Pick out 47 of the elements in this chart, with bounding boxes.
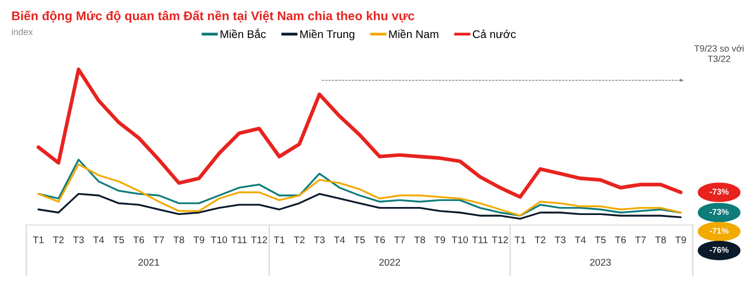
text: -76% — [710, 246, 729, 253]
chart-title: Biến động Mức độ quan tâm Đất nền tại Việt Nam chia theo khu vực — [12, 10, 414, 23]
text: 2023 — [590, 258, 611, 266]
x-tick-label: T5 — [354, 236, 365, 244]
x-tick-label: T7 — [394, 236, 405, 244]
text: 2021 — [138, 258, 160, 266]
legend-label: Miền Trung — [300, 29, 354, 40]
legend-label: Miền Nam — [389, 29, 438, 38]
x-tick-label: T10 — [210, 236, 228, 244]
x-tick-label: T3 — [554, 236, 566, 244]
legend-label: Cả nước — [472, 30, 516, 38]
x-tick-label: T5 — [113, 236, 124, 244]
x-tick-label: T9 — [194, 236, 204, 244]
text: 2022 — [379, 258, 400, 266]
x-tick-label: T6 — [374, 236, 385, 244]
text: T9/23 so với T3/22 — [694, 44, 744, 62]
x-tick-label: T2 — [534, 236, 546, 244]
x-tick-label: T8 — [173, 236, 184, 244]
x-tick-label: T9 — [675, 236, 686, 244]
x-tick-label: T11 — [472, 236, 488, 244]
x-tick-label: T6 — [133, 236, 144, 244]
x-tick-label: T4 — [93, 236, 104, 244]
x-tick-label: T1 — [274, 236, 284, 244]
x-tick-label: T9 — [434, 236, 446, 244]
x-tick-label: T11 — [231, 236, 247, 244]
x-tick-label: T10 — [452, 236, 468, 244]
x-tick-label: T7 — [153, 236, 164, 244]
x-tick-label: T2 — [53, 236, 64, 244]
text: -73% — [710, 208, 729, 215]
x-tick-label: T1 — [514, 236, 526, 244]
x-tick-label: T7 — [635, 236, 646, 244]
x-tick-label: T5 — [594, 236, 606, 244]
x-tick-label: T3 — [73, 236, 84, 244]
text: -71% — [710, 228, 729, 234]
x-tick-label: T6 — [615, 236, 626, 244]
x-tick-label: T3 — [314, 236, 325, 244]
legend-label: Miền Bắc — [220, 28, 266, 38]
chart-subtitle: index — [12, 28, 33, 36]
x-tick-label: T12 — [492, 236, 508, 244]
x-tick-label: T2 — [294, 236, 305, 244]
text: -73% — [710, 188, 729, 195]
x-tick-label: T1 — [32, 236, 44, 244]
x-tick-label: T8 — [414, 236, 426, 244]
x-tick-label: T12 — [251, 236, 268, 244]
x-tick-label: T4 — [334, 236, 345, 244]
x-tick-label: T8 — [655, 236, 666, 244]
x-tick-label: T4 — [574, 236, 586, 244]
